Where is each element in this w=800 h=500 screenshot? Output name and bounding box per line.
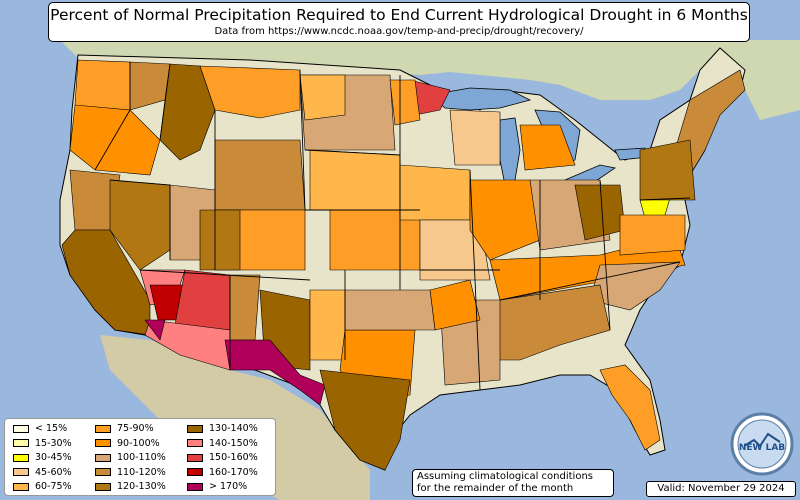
region-virginia — [619, 214, 686, 256]
legend-label: 110-120% — [117, 466, 166, 478]
legend-swatch — [187, 468, 203, 476]
valid-date: Valid: November 29 2024 — [646, 481, 796, 497]
legend-item: 130-140% — [187, 423, 258, 437]
legend-item: 45-60% — [13, 467, 72, 481]
legend-item: 160-170% — [187, 467, 258, 481]
legend-item: 150-160% — [187, 452, 258, 466]
legend-label: 150-160% — [209, 452, 258, 463]
legend-swatch — [13, 482, 29, 491]
region-michigan — [519, 124, 576, 171]
legend-item: 60-75% — [13, 481, 72, 495]
legend-label: > 170% — [209, 481, 248, 492]
legend-label: 90-100% — [117, 437, 160, 449]
region-arizona-south — [144, 319, 231, 371]
legend-item: 15-30% — [13, 438, 72, 452]
legend-item: 120-130% — [95, 481, 166, 495]
legend-label: 15-30% — [35, 437, 72, 449]
legend-label: 75-90% — [117, 423, 154, 434]
region-arizona-central — [174, 269, 231, 331]
region-texas-south — [319, 369, 411, 471]
state-boundaries — [94, 62, 691, 391]
region-oklahoma — [344, 289, 436, 331]
region-wyoming — [214, 139, 306, 211]
legend-label: 130-140% — [209, 423, 258, 434]
legend-swatch — [187, 439, 203, 447]
map-title: Percent of Normal Precipitation Required… — [50, 6, 748, 24]
region-wisconsin — [449, 109, 501, 166]
legend-label: 45-60% — [35, 466, 72, 478]
legend-swatch — [95, 468, 111, 476]
region-kentucky-tennessee — [489, 244, 686, 301]
region-texas-panhandle — [309, 289, 346, 361]
legend-label: 30-45% — [35, 452, 72, 463]
region-minnesota — [389, 79, 421, 126]
legend-swatch — [13, 468, 29, 476]
legend-item: 100-110% — [95, 452, 166, 466]
legend-swatch — [95, 424, 111, 433]
legend-swatch — [95, 453, 111, 462]
region-southern-arizona — [144, 319, 166, 341]
legend-swatch — [95, 439, 111, 447]
legend-item: 140-150% — [187, 438, 258, 452]
drought-regions — [61, 59, 746, 471]
legend-swatch — [187, 424, 203, 433]
region-california-south — [61, 229, 151, 336]
legend-item: 110-120% — [95, 467, 166, 481]
lake-superior — [429, 87, 532, 111]
legend-label: 160-170% — [209, 466, 258, 478]
legend-item: < 15% — [13, 423, 67, 437]
region-florida — [599, 364, 661, 451]
legend-label: 60-75% — [35, 481, 72, 492]
region-iowa — [399, 164, 471, 221]
legend: < 15% 15-30% 30-45% 45-60% 60-75% 75-90% 90-10… — [4, 418, 276, 496]
title-box: Percent of Normal Precipitation Required… — [48, 2, 750, 42]
legend-label: 100-110% — [117, 452, 166, 463]
legend-label: 140-150% — [209, 437, 258, 449]
region-new-mexico-west — [229, 274, 261, 341]
assumption-note: Assuming climatological conditions for t… — [412, 469, 614, 497]
legend-swatch — [13, 453, 29, 462]
legend-item: 90-100% — [95, 438, 160, 452]
legend-item: > 170% — [187, 481, 247, 495]
legend-label: < 15% — [35, 423, 68, 434]
legend-swatch — [95, 482, 111, 491]
legend-swatch — [13, 424, 29, 433]
assumption-line-1: Assuming climatological conditions — [417, 471, 593, 482]
region-nebraska — [309, 149, 401, 211]
region-montana — [199, 65, 301, 119]
logo-text: NEW LAB — [739, 443, 785, 453]
new-lab-logo-icon: NEW LAB — [730, 412, 794, 476]
legend-swatch — [187, 482, 203, 491]
region-illinois-indiana — [469, 179, 541, 261]
legend-swatch — [13, 439, 29, 447]
legend-swatch — [187, 453, 203, 462]
legend-label: 120-130% — [117, 481, 166, 492]
region-north-dakota-east — [299, 74, 346, 121]
region-missouri — [419, 219, 491, 281]
legend-item: 75-90% — [95, 423, 154, 437]
region-new-york-pa — [639, 139, 696, 201]
legend-item: 30-45% — [13, 452, 72, 466]
map-subtitle: Data from https://www.ncdc.noaa.gov/temp… — [214, 26, 584, 37]
mexico-land — [100, 335, 370, 500]
region-new-mexico-south — [224, 339, 326, 406]
assumption-line-2: for the remainder of the month — [417, 483, 574, 494]
region-colorado-west — [199, 209, 241, 271]
